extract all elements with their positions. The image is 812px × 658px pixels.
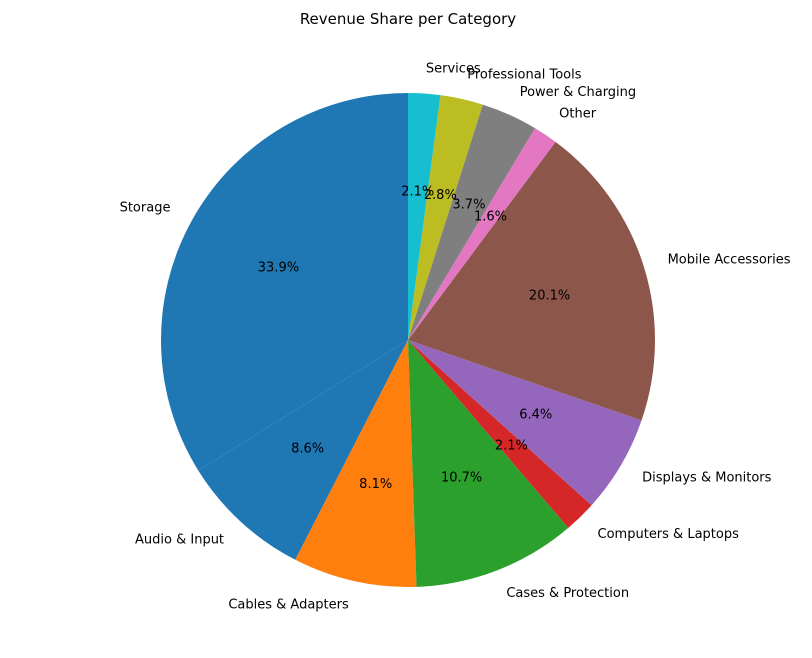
pct-label-power-and-charging: 3.7% [452, 197, 485, 212]
category-label-computers-and-laptops: Computers & Laptops [598, 527, 740, 542]
pie-slice-power-and-charging [408, 104, 535, 340]
percentage-labels: 33.9%8.6%8.1% 10.7%2.1%6.4%20.1%1.6%3.7%2… [258, 185, 570, 493]
category-label-cables-and-adapters: Cables & Adapters [228, 598, 349, 613]
pie-slice-computers-and-laptops [408, 340, 592, 528]
pct-label-professional-tools: 2.8% [424, 188, 457, 203]
pie-slice-displays-and-monitors [408, 340, 642, 506]
pie-slice-services [408, 93, 441, 340]
pie-slice-mobile-accessories [408, 141, 656, 421]
category-label-professional-tools: Professional Tools [467, 67, 582, 82]
category-label-mobile-accessories: Mobile Accessories [668, 252, 791, 267]
category-label-audio-and-input: Audio & Input [135, 532, 224, 547]
category-label-displays-and-monitors: Displays & Monitors [642, 470, 772, 485]
category-label-cases-and-protection: Cases & Protection [506, 586, 629, 601]
pct-label-cases-and-protection: 10.7% [441, 471, 482, 486]
category-label-storage: Storage [120, 201, 171, 216]
category-labels: Storage Audio & Input Cables & Adapters Cas… [120, 61, 791, 612]
pie-slice-cables-and-adapters [295, 340, 417, 588]
pct-label-services: 2.1% [401, 185, 434, 200]
pct-label-mobile-accessories: 20.1% [529, 289, 570, 304]
pie-slice-audio-and-input [198, 340, 408, 560]
pct-label-audio-and-input: 8.6% [291, 442, 324, 457]
pct-label-cables-and-adapters: 8.1% [359, 477, 392, 492]
category-label-other: Other [559, 107, 597, 122]
pie-slice-cases-and-protection [408, 340, 569, 587]
pct-label-displays-and-monitors: 6.4% [519, 408, 552, 423]
pie-slice-professional-tools [408, 95, 483, 340]
pct-label-computers-and-laptops: 2.1% [495, 439, 528, 454]
pie-slice-storage [160, 93, 408, 471]
category-label-services: Services [426, 61, 481, 76]
category-label-power-and-charging: Power & Charging [520, 85, 636, 100]
pie-slices [160, 93, 656, 588]
chart-title: Revenue Share per Category [300, 10, 516, 28]
pct-label-other: 1.6% [474, 209, 507, 224]
pie-slice-other [408, 128, 556, 340]
pct-label-storage: 33.9% [258, 261, 299, 276]
